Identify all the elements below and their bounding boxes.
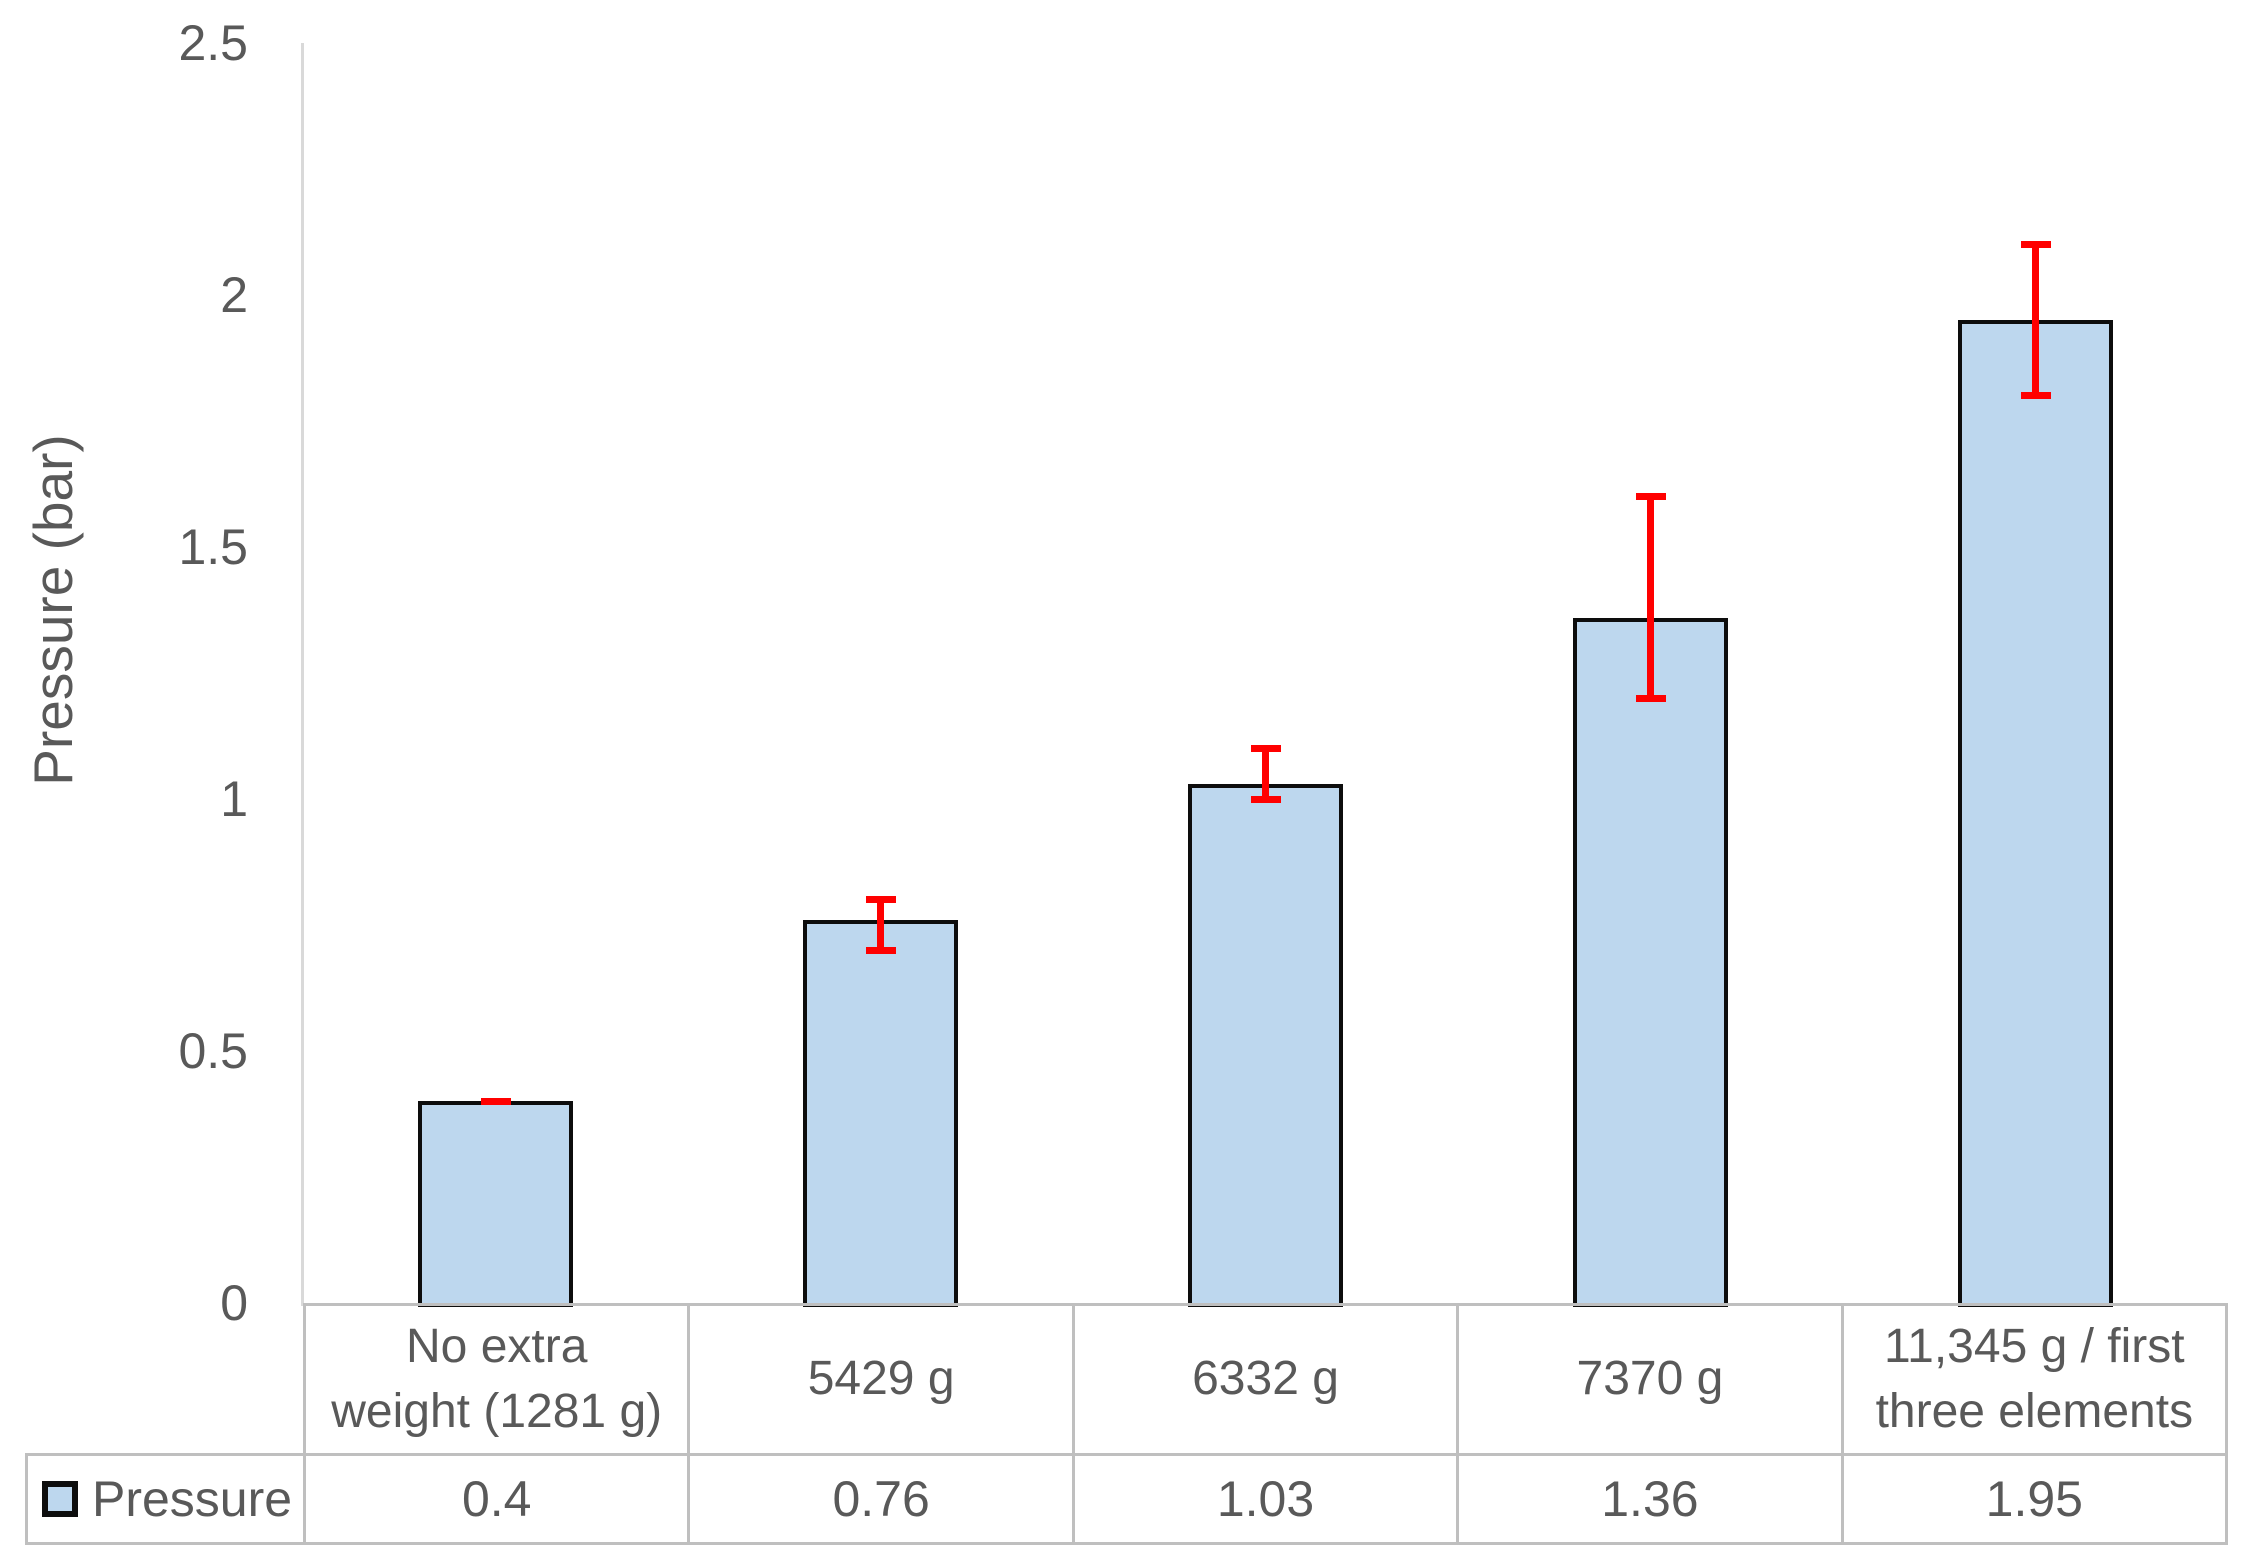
y-tick-label: 0 bbox=[220, 1275, 248, 1331]
bar bbox=[1188, 784, 1343, 1307]
error-bar bbox=[877, 900, 884, 950]
error-bar-cap bbox=[866, 947, 896, 954]
error-bar-cap bbox=[1251, 796, 1281, 803]
error-bar-cap bbox=[2021, 241, 2051, 248]
data-table-category-row: No extra weight (1281 g) 5429 g 6332 g 7370… bbox=[303, 1303, 2228, 1453]
bar bbox=[1958, 320, 2113, 1307]
value-cell: 0.4 bbox=[306, 1456, 691, 1542]
error-bar-cap bbox=[481, 1098, 511, 1105]
category-cell: No extra weight (1281 g) bbox=[306, 1306, 691, 1453]
y-tick-label: 0.5 bbox=[178, 1023, 248, 1079]
error-bar-cap bbox=[1636, 695, 1666, 702]
value-cell: 0.76 bbox=[690, 1456, 1075, 1542]
error-bar bbox=[2032, 245, 2039, 396]
error-bar-cap bbox=[1636, 493, 1666, 500]
y-tick-label: 1.5 bbox=[178, 519, 248, 575]
y-tick-label: 1 bbox=[220, 771, 248, 827]
category-cell: 11,345 g / first three elements bbox=[1875, 1319, 2194, 1438]
y-axis-line bbox=[301, 43, 304, 1306]
y-tick-label: 2.5 bbox=[178, 15, 248, 71]
error-bar-cap bbox=[2021, 392, 2051, 399]
data-table-value-row: Pressure 0.4 0.76 1.03 1.36 1.95 bbox=[25, 1453, 2228, 1545]
value-cell: 1.03 bbox=[1075, 1456, 1460, 1542]
legend-cell: Pressure bbox=[28, 1456, 306, 1542]
value-cell: 1.95 bbox=[1985, 1471, 2083, 1527]
error-bar bbox=[1262, 749, 1269, 799]
bar bbox=[803, 920, 958, 1307]
bar bbox=[1573, 618, 1728, 1307]
category-cell: 7370 g bbox=[1459, 1306, 1844, 1453]
category-cell: 6332 g bbox=[1075, 1306, 1460, 1453]
y-tick-label: 2 bbox=[220, 267, 248, 323]
legend-label: Pressure bbox=[92, 1471, 293, 1527]
value-cell: 1.36 bbox=[1459, 1456, 1844, 1542]
error-bar-cap bbox=[866, 896, 896, 903]
error-bar bbox=[1647, 497, 1654, 699]
category-cell: 5429 g bbox=[690, 1306, 1075, 1453]
bar bbox=[418, 1101, 573, 1307]
legend-swatch-icon bbox=[42, 1481, 78, 1517]
error-bar-cap bbox=[1251, 745, 1281, 752]
